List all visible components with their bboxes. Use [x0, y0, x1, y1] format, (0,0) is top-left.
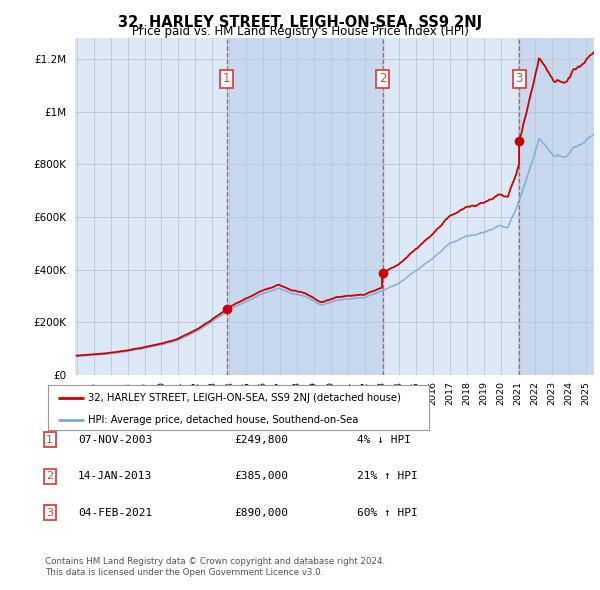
- Text: 2: 2: [379, 72, 386, 85]
- Text: 04-FEB-2021: 04-FEB-2021: [78, 508, 152, 517]
- Text: 1: 1: [46, 435, 53, 444]
- Text: £890,000: £890,000: [234, 508, 288, 517]
- Bar: [519, 38, 594, 375]
- Bar: [227, 38, 383, 375]
- Text: 32, HARLEY STREET, LEIGH-ON-SEA, SS9 2NJ: 32, HARLEY STREET, LEIGH-ON-SEA, SS9 2NJ: [118, 15, 482, 30]
- Text: 3: 3: [515, 72, 523, 85]
- Text: Contains HM Land Registry data © Crown copyright and database right 2024.: Contains HM Land Registry data © Crown c…: [45, 558, 385, 566]
- Text: 4% ↓ HPI: 4% ↓ HPI: [357, 435, 411, 444]
- Text: 07-NOV-2003: 07-NOV-2003: [78, 435, 152, 444]
- Text: £385,000: £385,000: [234, 471, 288, 481]
- Text: 14-JAN-2013: 14-JAN-2013: [78, 471, 152, 481]
- Text: £249,800: £249,800: [234, 435, 288, 444]
- Text: 60% ↑ HPI: 60% ↑ HPI: [357, 508, 418, 517]
- Text: 21% ↑ HPI: 21% ↑ HPI: [357, 471, 418, 481]
- Text: 3: 3: [46, 508, 53, 517]
- Text: Price paid vs. HM Land Registry's House Price Index (HPI): Price paid vs. HM Land Registry's House …: [131, 25, 469, 38]
- Text: 2: 2: [46, 471, 53, 481]
- Text: 32, HARLEY STREET, LEIGH-ON-SEA, SS9 2NJ (detached house): 32, HARLEY STREET, LEIGH-ON-SEA, SS9 2NJ…: [88, 393, 401, 402]
- Text: This data is licensed under the Open Government Licence v3.0.: This data is licensed under the Open Gov…: [45, 568, 323, 577]
- Text: HPI: Average price, detached house, Southend-on-Sea: HPI: Average price, detached house, Sout…: [88, 415, 358, 425]
- Text: 1: 1: [223, 72, 230, 85]
